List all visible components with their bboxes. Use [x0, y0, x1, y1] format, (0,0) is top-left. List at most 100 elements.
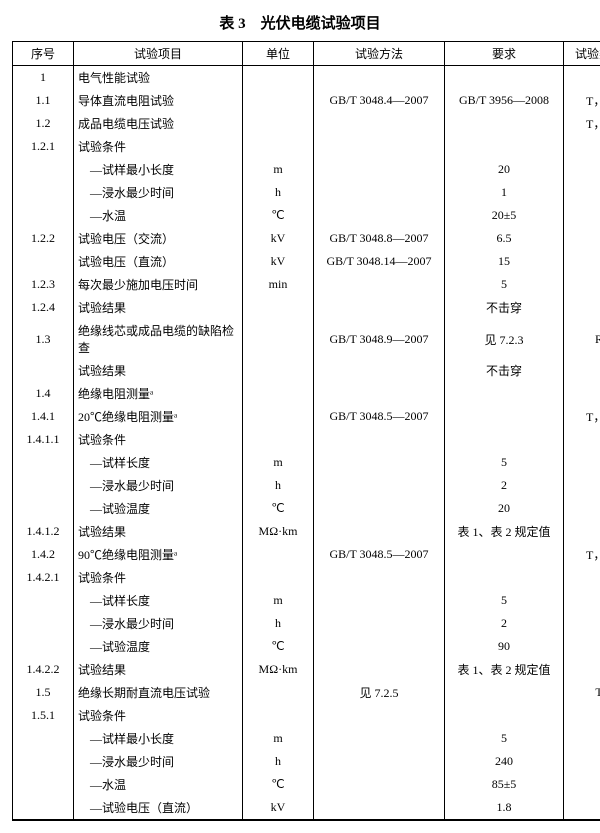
cell-index: 1.2: [13, 112, 74, 135]
cell-index: 1.3: [13, 319, 74, 359]
cell-requirement: 1: [445, 181, 564, 204]
cell-index: 1: [13, 66, 74, 90]
table-row: —浸水最少时间h2: [13, 612, 600, 635]
cell-index: 1.5: [13, 681, 74, 704]
cell-index: 1.4.1.2: [13, 520, 74, 543]
cell-requirement: [445, 405, 564, 428]
cell-unit: ℃: [243, 204, 314, 227]
col-item: 试验项目: [74, 42, 243, 66]
cell-item: —水温: [74, 773, 243, 796]
cell-requirement: 见 7.2.3: [445, 319, 564, 359]
cell-index: [13, 773, 74, 796]
cell-method: GB/T 3048.5—2007: [314, 405, 445, 428]
cell-method: [314, 158, 445, 181]
cell-test-type: [564, 451, 600, 474]
table-row: —试验温度℃90: [13, 635, 600, 658]
table-row: 1.4.2.1试验条件: [13, 566, 600, 589]
cell-method: [314, 635, 445, 658]
cell-requirement: [445, 543, 564, 566]
cell-unit: ℃: [243, 773, 314, 796]
cell-item: 试验条件: [74, 566, 243, 589]
table-row: 1.4.120℃绝缘电阻测量ᵃGB/T 3048.5—2007T，S: [13, 405, 600, 428]
cell-requirement: [445, 112, 564, 135]
cell-requirement: 20: [445, 158, 564, 181]
cell-unit: MΩ·km: [243, 520, 314, 543]
cell-index: [13, 497, 74, 520]
cell-test-type: [564, 497, 600, 520]
cell-item: —浸水最少时间: [74, 612, 243, 635]
cell-test-type: [564, 750, 600, 773]
cell-item: —试验电压（直流）: [74, 796, 243, 820]
col-requirement: 要求: [445, 42, 564, 66]
cell-method: GB/T 3048.8—2007: [314, 227, 445, 250]
cell-index: 1.2.2: [13, 227, 74, 250]
cell-requirement: [445, 428, 564, 451]
col-method: 试验方法: [314, 42, 445, 66]
cell-item: 试验结果: [74, 296, 243, 319]
cell-test-type: [564, 727, 600, 750]
cell-test-type: [564, 612, 600, 635]
cell-item: —浸水最少时间: [74, 181, 243, 204]
cell-test-type: [564, 474, 600, 497]
cell-unit: m: [243, 727, 314, 750]
cell-test-type: [564, 428, 600, 451]
cell-item: —浸水最少时间: [74, 474, 243, 497]
cell-method: [314, 428, 445, 451]
cell-item: 导体直流电阻试验: [74, 89, 243, 112]
table-row: 1.2.4试验结果 不击穿: [13, 296, 600, 319]
cell-index: [13, 204, 74, 227]
cell-item: 试验条件: [74, 135, 243, 158]
table-row: 1.4.2.2试验结果MΩ·km表 1、表 2 规定值: [13, 658, 600, 681]
cell-requirement: 5: [445, 727, 564, 750]
cell-requirement: 表 1、表 2 规定值: [445, 520, 564, 543]
cell-test-type: [564, 773, 600, 796]
cell-method: [314, 204, 445, 227]
cell-requirement: 不击穿: [445, 296, 564, 319]
cell-index: 1.2.3: [13, 273, 74, 296]
cell-test-type: T，S: [564, 405, 600, 428]
cell-requirement: 20±5: [445, 204, 564, 227]
cell-unit: [243, 704, 314, 727]
table-row: —试验电压（直流）kV1.8: [13, 796, 600, 820]
cell-item: 绝缘电阻测量ᵃ: [74, 382, 243, 405]
cell-method: [314, 66, 445, 90]
cell-unit: kV: [243, 250, 314, 273]
cell-method: 见 7.2.5: [314, 681, 445, 704]
header-row: 序号 试验项目 单位 试验方法 要求 试验类型: [13, 42, 600, 66]
table-row: 1.5.1试验条件: [13, 704, 600, 727]
cell-unit: h: [243, 181, 314, 204]
cell-index: 1.2.4: [13, 296, 74, 319]
cell-unit: ℃: [243, 497, 314, 520]
table-row: 1电气性能试验: [13, 66, 600, 90]
cell-test-type: [564, 204, 600, 227]
cell-method: [314, 135, 445, 158]
cell-test-type: [564, 704, 600, 727]
cell-index: [13, 635, 74, 658]
test-items-table: 序号 试验项目 单位 试验方法 要求 试验类型 1电气性能试验1.1导体直流电阻…: [12, 41, 600, 821]
table-row: —水温℃20±5: [13, 204, 600, 227]
cell-requirement: 85±5: [445, 773, 564, 796]
cell-index: [13, 474, 74, 497]
cell-test-type: [564, 589, 600, 612]
cell-item: —试样长度: [74, 451, 243, 474]
cell-method: GB/T 3048.9—2007: [314, 319, 445, 359]
cell-item: 试验结果: [74, 359, 243, 382]
cell-method: [314, 181, 445, 204]
cell-requirement: 5: [445, 451, 564, 474]
table-row: —试样长度m5: [13, 451, 600, 474]
cell-unit: m: [243, 158, 314, 181]
cell-unit: m: [243, 589, 314, 612]
cell-unit: h: [243, 750, 314, 773]
cell-method: [314, 727, 445, 750]
cell-index: 1.4: [13, 382, 74, 405]
cell-test-type: T，S: [564, 543, 600, 566]
cell-method: [314, 612, 445, 635]
cell-index: [13, 359, 74, 382]
cell-index: 1.4.2: [13, 543, 74, 566]
table-row: —水温℃ 85±5: [13, 773, 600, 796]
cell-unit: min: [243, 273, 314, 296]
table-row: 1.3绝缘线芯或成品电缆的缺陷检查GB/T 3048.9—2007见 7.2.3…: [13, 319, 600, 359]
cell-test-type: T: [564, 681, 600, 704]
cell-unit: [243, 428, 314, 451]
cell-unit: [243, 405, 314, 428]
